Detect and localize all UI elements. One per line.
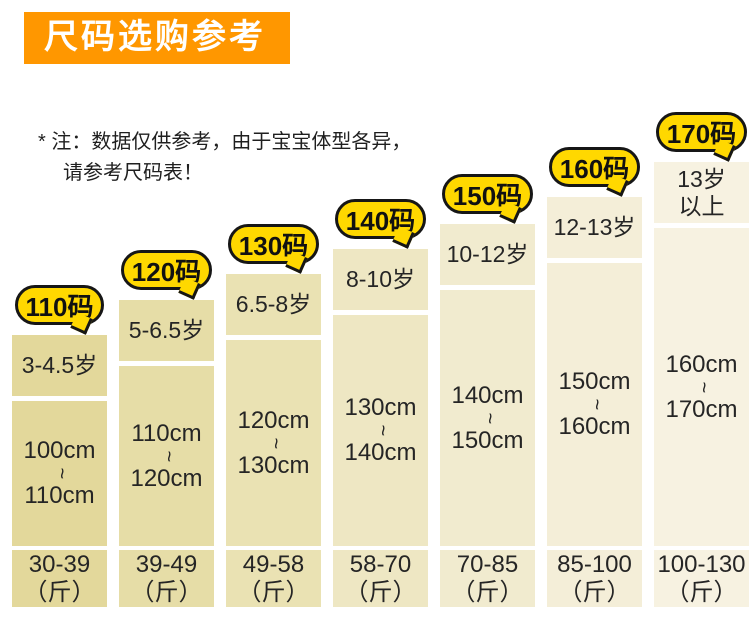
weight-range: 49-58 <box>242 550 305 578</box>
size-column-160: 160码 12-13岁 150cm ~ 160cm 85-100 （斤） <box>547 147 642 607</box>
weight-range: 100-130 <box>657 550 746 578</box>
height-block: 130cm ~ 140cm <box>333 315 428 546</box>
height-block: 150cm ~ 160cm <box>547 263 642 546</box>
height-from: 120cm <box>237 406 310 434</box>
weight-range: 58-70 <box>349 550 412 578</box>
size-badge-label: 110码 <box>25 291 94 322</box>
height-block: 160cm ~ 170cm <box>654 228 749 546</box>
height-from: 140cm <box>451 381 524 409</box>
tilde-separator: ~ <box>157 450 179 462</box>
weight-unit: （斤） <box>344 578 417 606</box>
note-line-2: 请参考尺码表！ <box>63 162 203 184</box>
weight-unit: （斤） <box>237 578 310 606</box>
size-column-140: 140码 8-10岁 130cm ~ 140cm 58-70 （斤） <box>333 199 428 607</box>
height-from: 160cm <box>665 350 738 378</box>
size-column-110: 110码 3-4.5岁 100cm ~ 110cm 30-39 （斤） <box>12 285 107 607</box>
weight-range: 39-49 <box>135 550 198 578</box>
tilde-separator: ~ <box>585 398 607 411</box>
weight-range: 70-85 <box>456 550 519 578</box>
weight-unit: （斤） <box>23 578 96 606</box>
size-column-150: 150码 10-12岁 140cm ~ 150cm 70-85 （斤） <box>440 174 535 607</box>
size-badge-140: 140码 <box>334 199 427 239</box>
weight-range: 85-100 <box>557 550 632 578</box>
note-line-1: * 注：数据仅供参考，由于宝宝体型各异， <box>38 131 412 153</box>
size-column-170: 170码 13岁 以上 160cm ~ 170cm 100-130 （斤） <box>654 112 749 607</box>
size-badge-110: 110码 <box>14 285 105 325</box>
size-badge-150: 150码 <box>441 174 534 214</box>
tilde-separator: ~ <box>50 467 72 480</box>
weight-block: 58-70 （斤） <box>333 550 428 607</box>
height-block: 140cm ~ 150cm <box>440 290 535 546</box>
weight-unit: （斤） <box>558 578 631 606</box>
reference-note: * 注：数据仅供参考，由于宝宝体型各异， 请参考尺码表！ <box>38 127 411 189</box>
size-badge-label: 120码 <box>131 256 202 287</box>
size-badge-160: 160码 <box>548 147 641 187</box>
weight-unit: （斤） <box>451 578 524 606</box>
size-column-120: 120码 5-6.5岁 110cm ~ 120cm 39-49 （斤） <box>119 250 214 607</box>
height-to: 170cm <box>665 395 738 423</box>
weight-unit: （斤） <box>130 578 203 606</box>
age-block: 3-4.5岁 <box>12 335 107 396</box>
size-badge-120: 120码 <box>120 250 213 290</box>
height-to: 140cm <box>344 439 417 466</box>
height-from: 130cm <box>344 394 417 421</box>
height-from: 150cm <box>558 368 631 395</box>
height-block: 120cm ~ 130cm <box>226 340 321 546</box>
age-block: 5-6.5岁 <box>119 300 214 361</box>
age-block: 10-12岁 <box>440 224 535 285</box>
weight-block: 100-130 （斤） <box>654 550 749 607</box>
size-badge-130: 130码 <box>227 224 320 264</box>
size-badge-label: 140码 <box>345 205 416 236</box>
weight-block: 30-39 （斤） <box>12 550 107 607</box>
weight-unit: （斤） <box>665 578 738 606</box>
weight-block: 85-100 （斤） <box>547 550 642 607</box>
height-from: 100cm <box>23 437 96 464</box>
size-chart: 110码 3-4.5岁 100cm ~ 110cm 30-39 （斤） 120码… <box>12 0 749 607</box>
size-badge-label: 170码 <box>666 118 737 149</box>
size-badge-label: 130码 <box>238 230 309 261</box>
weight-block: 39-49 （斤） <box>119 550 214 607</box>
height-block: 100cm ~ 110cm <box>12 401 107 546</box>
tilde-separator: ~ <box>264 437 286 449</box>
size-badge-label: 150码 <box>452 180 523 211</box>
tilde-separator: ~ <box>478 412 500 424</box>
size-column-130: 130码 6.5-8岁 120cm ~ 130cm 49-58 （斤） <box>226 224 321 607</box>
weight-block: 49-58 （斤） <box>226 550 321 607</box>
height-block: 110cm ~ 120cm <box>119 366 214 546</box>
age-block: 8-10岁 <box>333 249 428 310</box>
height-to: 120cm <box>130 464 203 492</box>
weight-block: 70-85 （斤） <box>440 550 535 607</box>
tilde-separator: ~ <box>371 424 393 437</box>
height-to: 130cm <box>237 451 310 479</box>
age-block: 13岁 以上 <box>654 162 749 223</box>
age-block: 6.5-8岁 <box>226 274 321 335</box>
weight-range: 30-39 <box>28 550 91 578</box>
height-to: 150cm <box>451 426 524 454</box>
tilde-separator: ~ <box>692 381 714 393</box>
size-badge-label: 160码 <box>559 153 630 184</box>
size-badge-170: 170码 <box>655 112 748 152</box>
height-to: 160cm <box>558 413 631 440</box>
height-to: 110cm <box>24 482 95 509</box>
page-title: 尺码选购参考 <box>24 12 290 64</box>
height-from: 110cm <box>131 419 202 447</box>
age-block: 12-13岁 <box>547 197 642 258</box>
